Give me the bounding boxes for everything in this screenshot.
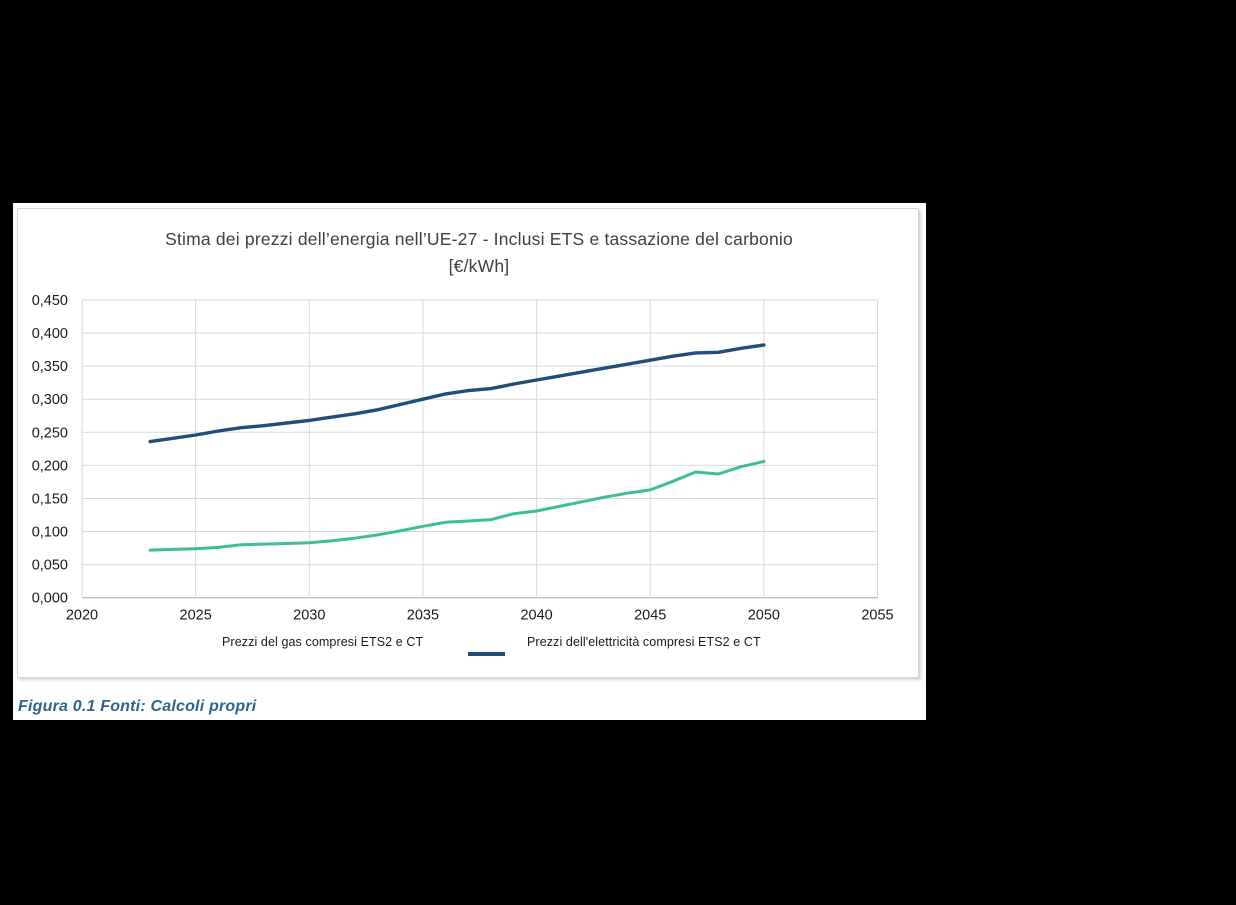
chart-panel: Stima dei prezzi dell’energia nell’UE-27… xyxy=(17,208,919,678)
svg-text:0,050: 0,050 xyxy=(32,558,68,574)
legend-item-electricity-label: Prezzi dell'elettricità compresi ETS2 e … xyxy=(527,635,761,649)
chart-title-unit: [€/kWh] xyxy=(448,256,510,276)
svg-text:0,350: 0,350 xyxy=(32,359,68,375)
svg-text:2040: 2040 xyxy=(520,608,552,624)
svg-text:0,400: 0,400 xyxy=(32,326,68,342)
svg-text:2020: 2020 xyxy=(66,608,98,624)
svg-text:0,250: 0,250 xyxy=(32,425,68,441)
document-page: Stima dei prezzi dell’energia nell’UE-27… xyxy=(13,203,926,720)
price-line-chart: 0,000 0,050 0,100 0,150 0,200 0,250 0,300 0,350… xyxy=(32,293,894,624)
svg-text:2025: 2025 xyxy=(180,608,212,624)
svg-text:0,100: 0,100 xyxy=(32,525,68,541)
legend-item-gas-label: Prezzi del gas compresi ETS2 e CT xyxy=(222,635,424,649)
svg-text:2030: 2030 xyxy=(293,608,325,624)
svg-text:0,000: 0,000 xyxy=(32,591,68,607)
svg-text:2050: 2050 xyxy=(748,608,780,624)
svg-text:0,300: 0,300 xyxy=(32,392,68,408)
svg-text:2055: 2055 xyxy=(861,608,893,624)
svg-text:0,200: 0,200 xyxy=(32,458,68,474)
figure-caption: Figura 0.1 Fonti: Calcoli propri xyxy=(18,698,257,715)
svg-text:2045: 2045 xyxy=(634,608,666,624)
svg-text:2035: 2035 xyxy=(407,608,439,624)
chart-title-line1: Stima dei prezzi dell’energia nell’UE-27… xyxy=(165,229,793,249)
svg-text:0,450: 0,450 xyxy=(32,293,68,309)
legend-swatch-electricity xyxy=(468,652,505,656)
svg-text:0,150: 0,150 xyxy=(32,491,68,507)
chart-title: Stima dei prezzi dell’energia nell’UE-27… xyxy=(18,226,918,280)
